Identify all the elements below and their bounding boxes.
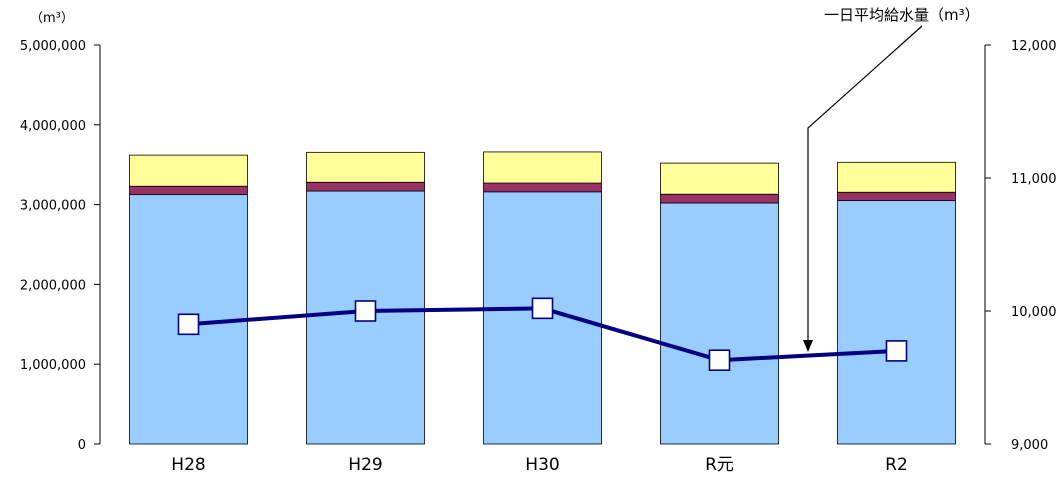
- left-tick-label: 1,000,000: [20, 358, 86, 373]
- bar-segment-1: [837, 200, 956, 445]
- line-point-marker: [531, 297, 554, 320]
- bar-segment-3: [306, 151, 425, 183]
- left-tick-label: 3,000,000: [20, 199, 86, 214]
- bar-segment-3: [129, 154, 248, 187]
- category-labels: H28 H29 H30 R元 R2: [171, 455, 908, 475]
- right-tick-label: 11,000: [1011, 172, 1057, 187]
- left-tick-label: 0: [78, 438, 86, 453]
- bar-segment-3: [660, 162, 779, 195]
- category-label: H29: [348, 455, 382, 475]
- daily-average-line: [177, 297, 908, 372]
- right-tick-label: 12,000: [1011, 39, 1057, 54]
- category-label: H28: [171, 455, 205, 475]
- annotation-label: 一日平均給水量（m³）: [824, 6, 980, 24]
- bar-segment-3: [483, 151, 602, 184]
- left-axis: 0 1,000,000 2,000,000 3,000,000 4,000,000 5,0…: [20, 39, 101, 453]
- line-point-marker: [885, 340, 908, 362]
- bar-segment-2: [660, 193, 779, 204]
- left-tick-label: 4,000,000: [20, 119, 86, 134]
- bar-segment-2: [837, 191, 956, 202]
- bar-segment-2: [483, 182, 602, 193]
- category-label: R2: [885, 455, 908, 475]
- left-tick-label: 5,000,000: [20, 39, 86, 54]
- left-tick-label: 2,000,000: [20, 278, 86, 293]
- annotation: 一日平均給水量（m³）: [803, 6, 980, 352]
- category-label: R元: [705, 455, 734, 475]
- right-tick-label: 9,000: [1011, 438, 1048, 453]
- bar-segment-2: [129, 185, 248, 196]
- line-point-marker: [177, 313, 200, 336]
- left-axis-unit: （m³）: [30, 11, 74, 26]
- category-label: H30: [525, 455, 559, 475]
- annotation-arrowhead: [803, 340, 813, 352]
- bar-segment-1: [660, 202, 779, 445]
- right-axis: 9,000 10,000 11,000 12,000: [984, 39, 1057, 453]
- bar-segment-2: [306, 181, 425, 192]
- annotation-leader-line: [807, 25, 923, 348]
- bar-segment-3: [837, 161, 956, 193]
- right-tick-label: 10,000: [1011, 305, 1057, 320]
- line-point-marker: [708, 349, 731, 372]
- line-point-marker: [354, 300, 377, 322]
